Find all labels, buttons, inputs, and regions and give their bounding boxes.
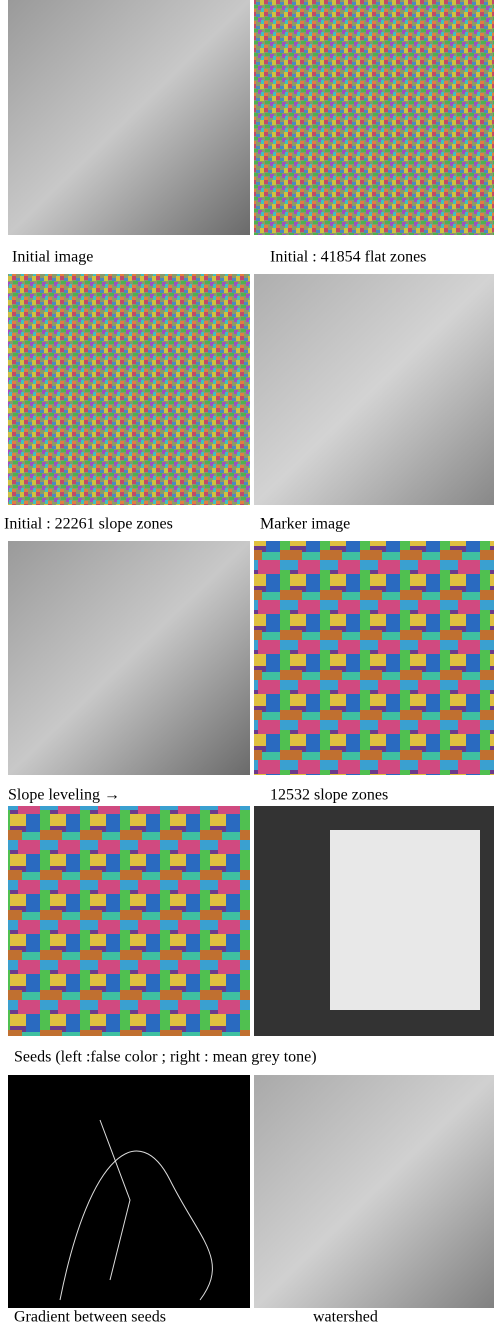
caption: Initial : 22261 slope zones	[4, 516, 173, 533]
flat-zones-image	[254, 0, 494, 235]
caption: watershed	[313, 1309, 378, 1326]
page: {"rows": [ {"captions": ["Initial image"…	[0, 0, 496, 1326]
figure: Initial image Initial : 41854 flat zones…	[0, 0, 496, 1326]
caption: Initial image	[12, 249, 93, 266]
caption: 12532 slope zones	[270, 787, 388, 804]
watershed-image	[254, 1075, 494, 1308]
caption: Marker image	[260, 516, 350, 533]
slope-zones-result	[254, 541, 494, 775]
seeds-false-color	[8, 806, 250, 1036]
marker-image	[254, 274, 494, 505]
caption: Initial : 41854 flat zones	[270, 249, 426, 266]
slope-leveling-image	[8, 541, 250, 775]
seeds-grey-light	[330, 830, 480, 1010]
image-grid	[8, 0, 494, 1308]
gradient-image	[8, 1075, 250, 1308]
caption: Gradient between seeds	[14, 1309, 166, 1326]
caption: Slope leveling →	[8, 787, 120, 804]
caption: Seeds (left :false color ; right : mean …	[14, 1049, 317, 1066]
slope-zones-image	[8, 274, 250, 505]
initial-image	[8, 0, 250, 235]
